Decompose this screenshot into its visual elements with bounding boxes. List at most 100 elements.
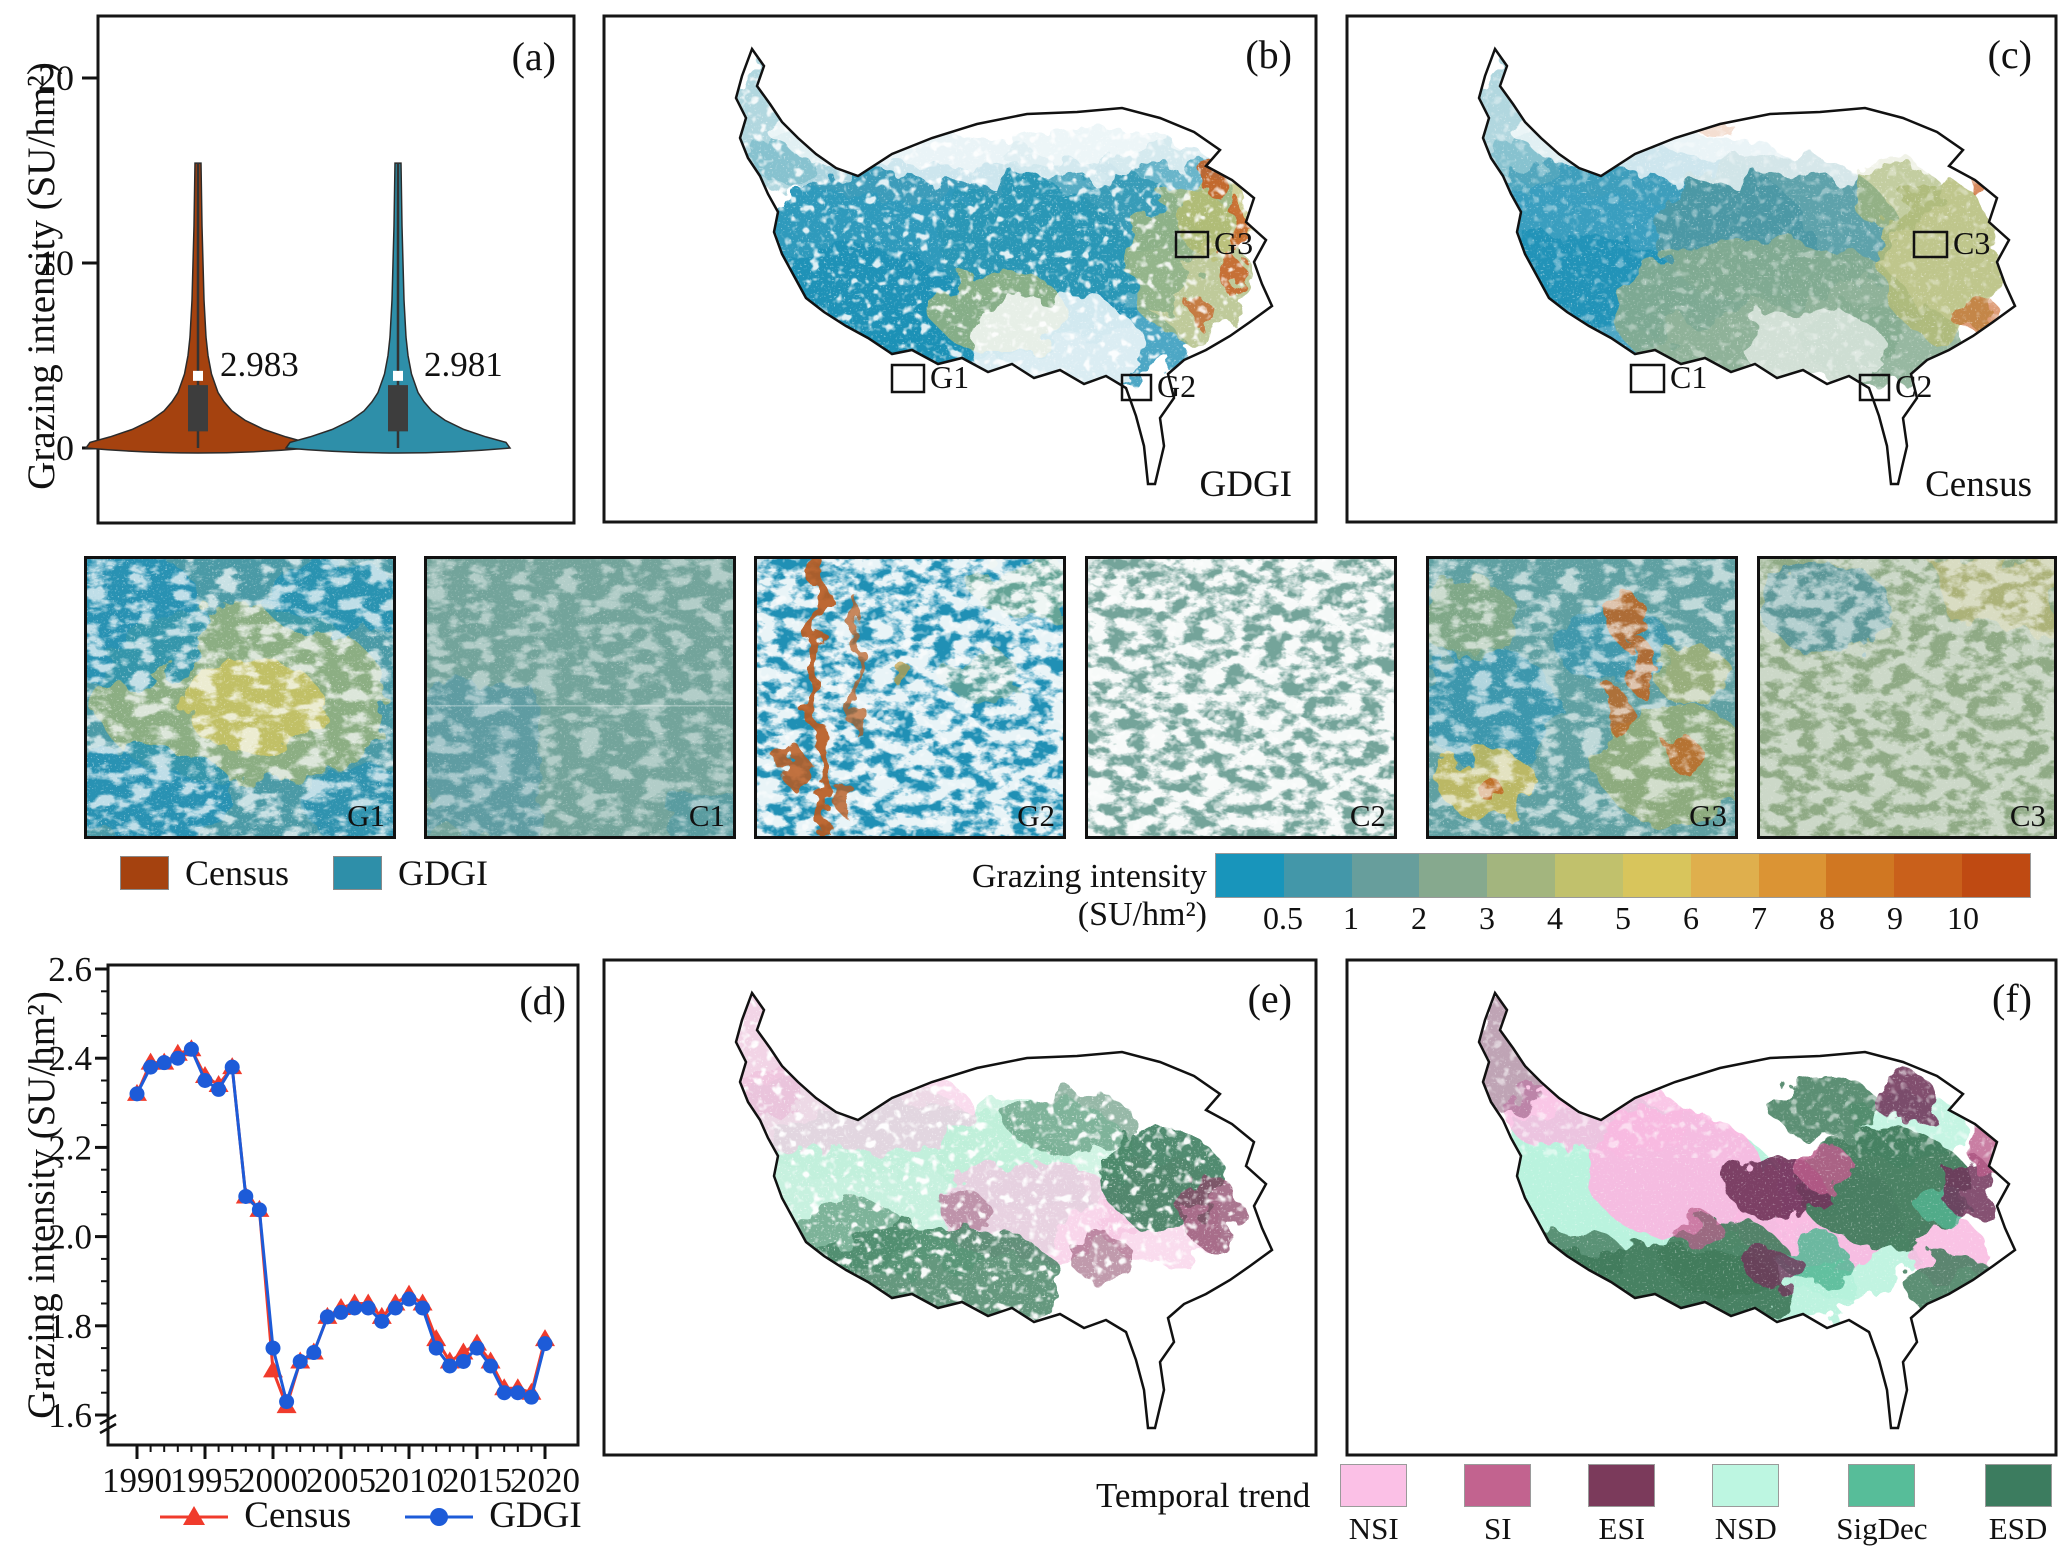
trend-class-swatch — [1984, 1464, 2052, 1507]
gdgi-marker — [129, 1086, 145, 1102]
tile-g1: G1 — [84, 556, 396, 839]
trend-class-label: ESD — [1988, 1511, 2048, 1546]
y-tick-label: 1.6 — [48, 1396, 92, 1435]
panel-letter-d: (d) — [519, 978, 566, 1023]
legend-item-census: Census — [120, 852, 289, 894]
colorbar-segment — [1487, 854, 1556, 897]
y-tick-label: 2.0 — [48, 1218, 92, 1257]
region-box-label-c1: C1 — [1670, 359, 1707, 395]
region-box-g1 — [890, 363, 926, 394]
gdgi-marker — [211, 1081, 227, 1097]
gdgi-marker — [360, 1300, 376, 1316]
gdgi-marker — [224, 1059, 240, 1075]
gdgi-marker — [523, 1389, 539, 1405]
gdgi-marker — [374, 1313, 390, 1329]
y-tick-label: 1.8 — [48, 1307, 92, 1346]
x-tick-label: 2000 — [238, 1461, 308, 1492]
colorbar-tick-label: 8 — [1819, 900, 1835, 936]
gdgi-marker — [156, 1055, 172, 1071]
colorbar-segment — [1690, 854, 1759, 897]
trend-legend-items: NSI SI ESI NSD SigDec ESD — [1340, 1464, 2052, 1547]
axis-break-mark — [99, 1422, 117, 1435]
colorbar-tick-label: 0.5 — [1262, 900, 1303, 936]
ridge-strokes — [778, 559, 912, 836]
colorbar-segment — [1351, 854, 1420, 897]
y-axis-label: Grazing intensity (SU/hm²) — [20, 62, 63, 490]
colorbar-tick-label: 10 — [1947, 900, 1979, 936]
colorbar-segment — [1283, 854, 1352, 897]
panel-b-map-gdgi: G1 G2 G3 GDGI (b) — [602, 14, 1318, 524]
tile-c3-raster — [1760, 559, 2054, 836]
tile-c2-raster — [1088, 559, 1394, 836]
census-color-swatch — [120, 856, 169, 890]
gdgi-marker — [143, 1059, 159, 1075]
temporal-trend-legend: Temporal trend NSI SI ESI NSD SigDec ESD — [1096, 1464, 2052, 1547]
panel-letter-b: (b) — [1245, 32, 1292, 77]
region-box-g3 — [1174, 230, 1210, 259]
x-tick-label: 2020 — [510, 1461, 580, 1492]
panel-frame — [1345, 958, 2058, 1457]
trend-class-label: SI — [1483, 1511, 1512, 1546]
panel-c-map-census: C1 C2 C3 Census (c) — [1345, 14, 2058, 524]
tile-label-g3: G3 — [1689, 798, 1727, 833]
legend-item-census: Census — [158, 1494, 351, 1537]
colorbar-tick-label: 3 — [1478, 900, 1495, 936]
colorbar-segment — [1419, 854, 1488, 897]
gdgi-marker — [401, 1291, 417, 1307]
y-tick-label: 20 — [38, 58, 74, 98]
colorbar-segment — [1622, 854, 1691, 897]
y-tick-label: 2.2 — [48, 1128, 92, 1167]
region-box-g2 — [1120, 373, 1153, 402]
y-tick-label: 2.6 — [48, 952, 92, 989]
census-legend-label: Census — [185, 853, 290, 893]
gdgi-marker — [469, 1340, 485, 1356]
gdgi-marker — [387, 1300, 403, 1316]
tile-g3: G3 — [1426, 556, 1738, 839]
colorbar-segments — [1215, 853, 2031, 898]
tile-c2: C2 — [1085, 556, 1397, 839]
colorbar-tick-label: 6 — [1683, 900, 1699, 936]
colorbar-segment — [1555, 854, 1623, 897]
tile-label-c3: C3 — [2009, 798, 2046, 833]
region-box-label-g3: G3 — [1214, 225, 1253, 261]
panel-letter-a: (a) — [512, 34, 556, 79]
panel-letter-f: (f) — [1992, 976, 2032, 1021]
census-marker — [426, 1329, 447, 1347]
gdgi-marker — [319, 1309, 335, 1325]
colorbar-tick-label: 2 — [1411, 900, 1427, 936]
timeseries-legend: Census GDGI — [140, 1494, 600, 1537]
gdgi-marker — [292, 1353, 308, 1369]
census-line-triangle-marker — [160, 1505, 229, 1525]
trend-legend-title: Temporal trend — [1096, 1476, 1311, 1515]
grazing-intensity-colorbar: 0.5 1 2 3 4 5 6 7 8 9 10 — [1215, 853, 2031, 938]
census-line — [135, 1047, 547, 1411]
panel-frame — [602, 14, 1318, 524]
plot-frame — [106, 963, 580, 1447]
gdgi-series-label: GDGI — [489, 1495, 582, 1536]
x-tick-label: 2010 — [374, 1461, 444, 1492]
dataset-legend: Census GDGI — [120, 852, 488, 894]
trend-class-label: NSI — [1348, 1511, 1399, 1546]
gdgi-mean-value: 2.981 — [424, 345, 503, 384]
gdgi-marker — [510, 1385, 526, 1401]
trend-class-nsi: NSI — [1340, 1464, 1408, 1547]
x-tick-label: 2005 — [306, 1461, 376, 1492]
colorbar-segment — [1962, 854, 2030, 897]
y-axis-label: Grazing intensity (SU/hm²) — [28, 991, 63, 1419]
y-tick-label: 2.4 — [48, 1039, 92, 1078]
gdgi-marker — [347, 1300, 363, 1316]
tile-g3-raster — [1429, 559, 1735, 836]
region-boxes: C1 C2 C3 — [1629, 225, 1990, 404]
gdgi-marker — [183, 1041, 199, 1057]
region-box-label-c2: C2 — [1895, 368, 1932, 404]
tile-g2-raster — [757, 559, 1063, 836]
trend-class-nsd: NSD — [1712, 1464, 1780, 1547]
gdgi-color-swatch — [333, 856, 383, 890]
data-series — [127, 1039, 555, 1414]
colorbar-segment — [1216, 854, 1284, 897]
axes-ticks: 1.61.82.02.22.42.61990199520002005201020… — [48, 952, 580, 1492]
trend-class-swatch — [1848, 1464, 1916, 1507]
tile-c3: C3 — [1757, 556, 2057, 839]
gdgi-marker — [537, 1336, 553, 1352]
